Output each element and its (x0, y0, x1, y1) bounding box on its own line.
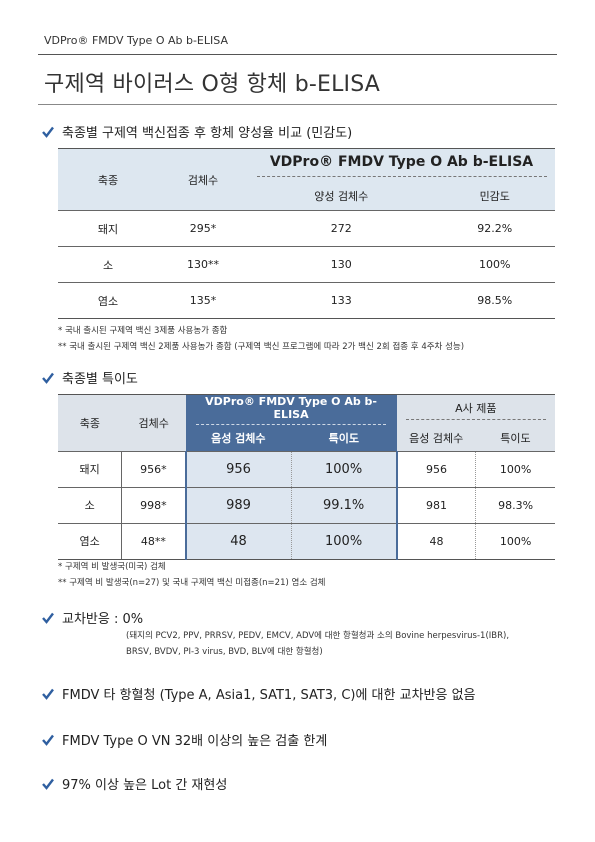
section-detection-limit: FMDV Type O VN 32배 이상의 높은 검출 한계 (42, 730, 327, 749)
cell-species: 소 (58, 486, 123, 523)
cell-a-negative: 989 (184, 486, 292, 523)
cell-b-negative: 956 (396, 450, 477, 487)
col-count: 검체수 (121, 394, 186, 451)
cell-positive: 272 (248, 210, 435, 247)
table-row: 소 130** 130 100% (58, 246, 555, 283)
cell-sensitivity: 92.2% (434, 210, 555, 247)
cell-sensitivity: 98.5% (434, 282, 555, 319)
cell-b-specificity: 100% (475, 522, 555, 560)
table-row: 소 998* 989 99.1% 981 98.3% (58, 486, 555, 523)
cell-b-specificity: 98.3% (475, 486, 555, 523)
table-row: 염소 135* 133 98.5% (58, 282, 555, 319)
cell-a-specificity: 99.1% (291, 486, 398, 523)
cell-count: 998* (121, 486, 186, 523)
col-group-vdpro: VDPro® FMDV Type O Ab b-ELISA (185, 394, 397, 425)
header-product: VDPro® FMDV Type O Ab b-ELISA (44, 34, 228, 47)
table-row: 돼지 956* 956 100% 956 100% (58, 450, 555, 487)
cell-b-negative: 48 (396, 522, 477, 560)
cross-reaction-detail: (돼지의 PCV2, PPV, PRRSV, PEDV, EMCV, ADV에 … (126, 628, 509, 660)
cell-count: 48** (121, 522, 186, 560)
cell-a-specificity: 100% (291, 450, 398, 487)
cell-species: 염소 (58, 282, 158, 319)
sensitivity-table: 축종 검체수 VDPro® FMDV Type O Ab b-ELISA 양성 … (58, 148, 555, 319)
header-divider (38, 54, 557, 55)
checkmark-icon (42, 612, 54, 624)
section-cross-reaction-heading: 교차반응 : 0% (42, 608, 143, 627)
checkmark-icon (42, 372, 54, 384)
cell-b-negative: 981 (396, 486, 477, 523)
table-row: 염소 48** 48 100% 48 100% (58, 522, 555, 560)
col-group-competitor: A사 제품 (396, 394, 555, 425)
section-title: FMDV Type O VN 32배 이상의 높은 검출 한계 (62, 734, 328, 749)
table-row: 돼지 295* 272 92.2% (58, 210, 555, 247)
col-b-specificity: 특이도 (475, 425, 555, 451)
col-species: 축종 (58, 394, 122, 451)
col-species: 축종 (58, 148, 158, 211)
cell-a-negative: 956 (184, 450, 292, 487)
footnote: ** 구제역 비 발생국(n=27) 및 국내 구제역 백신 미접종(n=21)… (58, 578, 326, 588)
section-title: 축종별 특이도 (62, 372, 138, 387)
col-a-specificity: 특이도 (291, 425, 397, 451)
col-b-negative: 음성 검체수 (396, 425, 476, 451)
cell-species: 돼지 (58, 450, 123, 487)
cell-positive: 133 (248, 282, 435, 319)
footnote: ** 국내 출시된 구제역 백신 2제품 사용농가 종합 (구제역 백신 프로그… (58, 342, 465, 352)
detail-line: (돼지의 PCV2, PPV, PRRSV, PEDV, EMCV, ADV에 … (126, 631, 510, 641)
checkmark-icon (42, 778, 54, 790)
section-title: 교차반응 : 0% (62, 612, 144, 627)
title-divider (38, 104, 557, 105)
col-positive: 양성 검체수 (248, 182, 435, 211)
checkmark-icon (42, 734, 54, 746)
col-count: 검체수 (158, 148, 248, 211)
cell-a-negative: 48 (184, 522, 292, 560)
section-title: 97% 이상 높은 Lot 간 재현성 (62, 778, 228, 793)
cell-count: 135* (158, 282, 248, 319)
section-specificity-heading: 축종별 특이도 (42, 368, 138, 387)
cell-species: 염소 (58, 522, 123, 560)
section-fmdv-serotypes: FMDV 타 항혈청 (Type A, Asia1, SAT1, SAT3, C… (42, 684, 476, 703)
checkmark-icon (42, 126, 54, 138)
cell-species: 돼지 (58, 210, 158, 247)
cell-sensitivity: 100% (434, 246, 555, 283)
section-title: 축종별 구제역 백신접종 후 항체 양성율 비교 (민감도) (62, 126, 353, 141)
page-title: 구제역 바이러스 O형 항체 b-ELISA (44, 72, 381, 97)
cell-count: 956* (121, 450, 186, 487)
cell-positive: 130 (248, 246, 435, 283)
cell-count: 130** (158, 246, 248, 283)
detail-line: BRSV, BVDV, PI-3 virus, BVD, BLV에 대한 항혈청… (126, 647, 323, 657)
cell-count: 295* (158, 210, 248, 247)
specificity-table: 축종 검체수 VDPro® FMDV Type O Ab b-ELISA A사 … (58, 394, 555, 560)
cell-b-specificity: 100% (475, 450, 555, 487)
footnote: * 국내 출시된 구제역 백신 3제품 사용농가 종합 (58, 326, 228, 336)
footnote: * 구제역 비 발생국(미국) 검체 (58, 562, 166, 572)
col-sensitivity: 민감도 (434, 182, 555, 211)
section-sensitivity-heading: 축종별 구제역 백신접종 후 항체 양성율 비교 (민감도) (42, 122, 352, 141)
section-title: FMDV 타 항혈청 (Type A, Asia1, SAT1, SAT3, C… (62, 688, 476, 703)
cell-species: 소 (58, 246, 158, 283)
section-reproducibility: 97% 이상 높은 Lot 간 재현성 (42, 774, 227, 793)
col-group-vdpro: VDPro® FMDV Type O Ab b-ELISA (248, 148, 555, 183)
col-a-negative: 음성 검체수 (185, 425, 292, 451)
checkmark-icon (42, 688, 54, 700)
cell-a-specificity: 100% (291, 522, 398, 560)
